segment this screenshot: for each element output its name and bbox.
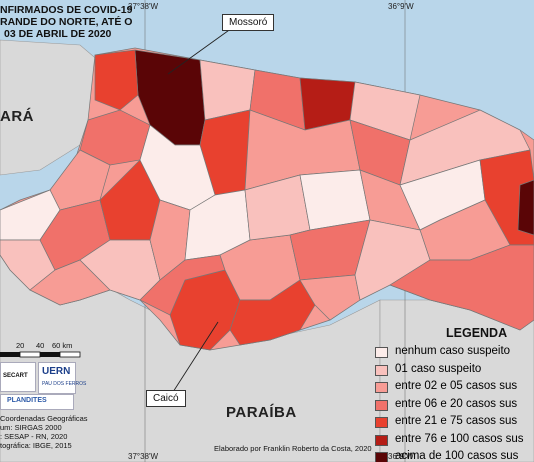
legend-swatch <box>375 382 388 393</box>
legend-label: entre 02 e 05 casos sus <box>395 380 518 392</box>
coord-bottom-right: 36°9'W <box>388 452 414 461</box>
credit-text: Elaborado por Franklin Roberto da Costa,… <box>214 444 372 453</box>
logo-uern: UERN PAU DOS FERROS <box>38 362 86 394</box>
legend-swatch <box>375 399 388 411</box>
coord-bottom-left: 37°38'W <box>128 452 159 461</box>
coord-top-left: 37°38'W <box>128 2 159 11</box>
meta-line-2: um: SIRGAS 2000 <box>0 423 62 432</box>
legend-swatch <box>375 434 388 446</box>
mun-west-a <box>94 49 139 111</box>
mun-natal <box>517 179 534 236</box>
coord-top-right: 36°9'W <box>388 2 414 11</box>
legend-label: entre 76 e 100 casos sus <box>395 432 524 445</box>
legend-swatch <box>375 364 388 376</box>
legend-label: 01 caso suspeito <box>395 362 482 375</box>
map-title-line-3: 03 DE ABRIL DE 2020 <box>4 28 112 40</box>
legend-label: entre 21 e 75 casos sus <box>395 415 518 427</box>
mun-c6 <box>139 254 226 316</box>
legend-label: nenhum caso suspeito <box>395 345 511 357</box>
state-label-ceara: ARÁ <box>0 108 34 125</box>
state-label-paraiba: PARAÍBA <box>226 404 297 421</box>
scale-tick-40: 40 <box>36 341 45 350</box>
meta-line-1: Coordenadas Geográficas <box>0 414 88 423</box>
meta-line-4: tográfica: IBGE, 2015 <box>0 441 72 450</box>
logo-secart: SECART <box>0 362 36 392</box>
legend-swatch <box>375 452 388 462</box>
callout-mossoro: Mossoró <box>222 14 275 31</box>
scale-tick-60: 60 km <box>52 341 73 350</box>
mun-m4 <box>299 274 361 321</box>
legend-title: LEGENDA <box>446 326 508 340</box>
legend-label: acima de 100 casos sus <box>395 450 519 462</box>
mun-e6 <box>389 244 534 331</box>
map-title-line-1: NFIRMADOS DE COVID-19 <box>0 4 133 16</box>
callout-caico: Caicó <box>146 390 186 407</box>
legend-swatch <box>375 347 388 358</box>
legend-label: entre 06 e 20 casos sus <box>395 397 518 410</box>
meta-line-3: : SESAP - RN, 2020 <box>0 432 68 441</box>
logo-plandites: PLANDITES <box>0 394 74 410</box>
map-title-line-2: RANDE DO NORTE, ATÉ O <box>0 16 133 28</box>
mun-m2 <box>299 169 371 231</box>
scale-bar <box>0 351 81 358</box>
legend-swatch <box>375 417 388 428</box>
scale-tick-20: 20 <box>16 341 25 350</box>
